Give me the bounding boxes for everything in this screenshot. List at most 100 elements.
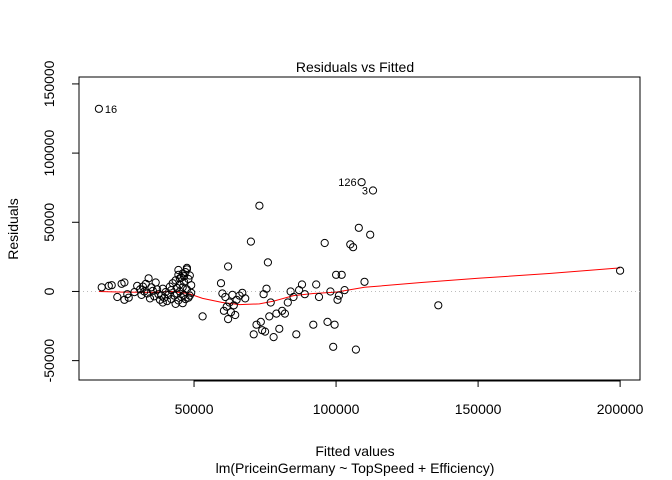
data-point	[368, 186, 378, 195]
data-point	[252, 320, 261, 329]
data-point	[286, 287, 295, 296]
data-point	[292, 330, 301, 339]
data-point	[175, 274, 184, 283]
data-point	[145, 294, 155, 303]
data-point	[334, 291, 343, 300]
x-tick-label: 200000	[597, 401, 644, 417]
data-point	[187, 288, 196, 297]
data-point	[94, 104, 104, 113]
data-point	[332, 270, 341, 279]
data-point	[300, 290, 309, 299]
data-point	[144, 274, 153, 283]
data-point	[265, 312, 274, 321]
data-point	[434, 301, 443, 310]
point-label: 16	[105, 104, 117, 116]
y-tick-label: 100000	[41, 130, 57, 177]
y-axis-title: Residuals	[5, 198, 21, 259]
data-point	[180, 272, 189, 281]
data-point	[120, 278, 129, 287]
data-point	[255, 201, 264, 210]
data-point	[153, 285, 162, 294]
data-point	[120, 295, 129, 304]
data-point	[275, 324, 284, 333]
data-point	[164, 290, 173, 299]
data-point	[354, 223, 363, 232]
data-point	[280, 309, 289, 318]
plot-frame	[78, 76, 641, 381]
data-point	[178, 283, 187, 292]
data-point	[182, 265, 191, 274]
data-point	[216, 279, 226, 288]
data-point	[232, 295, 241, 304]
data-point	[163, 297, 172, 306]
x-axis-title: Fitted values	[315, 443, 394, 459]
data-point	[107, 281, 116, 290]
data-point	[263, 258, 272, 267]
points-layer	[94, 104, 625, 354]
data-point	[231, 310, 240, 320]
data-point	[151, 278, 160, 287]
data-point	[158, 298, 167, 307]
y-tick-label: 150000	[41, 60, 57, 107]
data-point	[262, 284, 271, 293]
data-point	[320, 238, 329, 248]
data-point	[249, 330, 258, 339]
data-point	[224, 315, 233, 324]
y-tick-label: 50000	[41, 203, 57, 242]
data-point	[329, 342, 338, 351]
data-point	[330, 320, 339, 329]
data-point	[357, 178, 366, 187]
data-point	[309, 320, 318, 329]
data-point	[333, 295, 342, 304]
data-point	[225, 298, 234, 307]
data-point	[187, 281, 196, 290]
data-point	[323, 317, 332, 326]
data-point	[104, 281, 113, 290]
data-point	[228, 290, 237, 299]
data-point	[297, 280, 307, 289]
data-point	[246, 237, 255, 246]
data-point	[266, 298, 275, 307]
data-point	[174, 270, 183, 279]
x-tick-label: 150000	[455, 401, 502, 417]
data-point	[278, 306, 287, 315]
data-point	[113, 292, 122, 302]
data-point	[349, 243, 358, 252]
data-point	[184, 293, 193, 302]
point-label: 126	[338, 177, 356, 189]
data-point	[97, 283, 106, 292]
data-point	[178, 299, 187, 308]
data-point	[283, 298, 292, 307]
data-point	[366, 230, 375, 239]
data-point	[360, 277, 369, 286]
y-tick-label: 0	[41, 287, 57, 295]
y-tick-label: -50000	[41, 339, 57, 383]
data-point	[226, 308, 236, 317]
x-axis: 50000 100000 150000 200000	[175, 380, 644, 417]
data-point	[241, 294, 250, 303]
chart-title: Residuals vs Fitted	[296, 59, 414, 75]
model-formula-subtitle: lm(PriceinGermany ~ TopSpeed + Efficienc…	[216, 460, 495, 476]
data-point	[314, 292, 324, 302]
data-point	[289, 292, 298, 302]
point-label: 3	[362, 186, 368, 198]
data-point	[269, 333, 278, 342]
data-point	[337, 270, 346, 279]
data-point	[198, 312, 207, 321]
data-point	[224, 262, 233, 271]
data-point	[124, 293, 133, 302]
annotation-layer: 16 126 3	[105, 104, 368, 198]
data-point	[312, 280, 321, 289]
data-point	[136, 285, 145, 294]
data-point	[351, 345, 360, 354]
x-tick-label: 50000	[175, 401, 214, 417]
x-tick-label: 100000	[313, 401, 360, 417]
data-point	[346, 240, 355, 249]
data-point	[261, 327, 270, 336]
data-point	[340, 286, 349, 295]
data-point	[161, 288, 170, 297]
data-point	[616, 266, 625, 275]
data-point	[326, 287, 335, 296]
data-point	[138, 282, 147, 291]
